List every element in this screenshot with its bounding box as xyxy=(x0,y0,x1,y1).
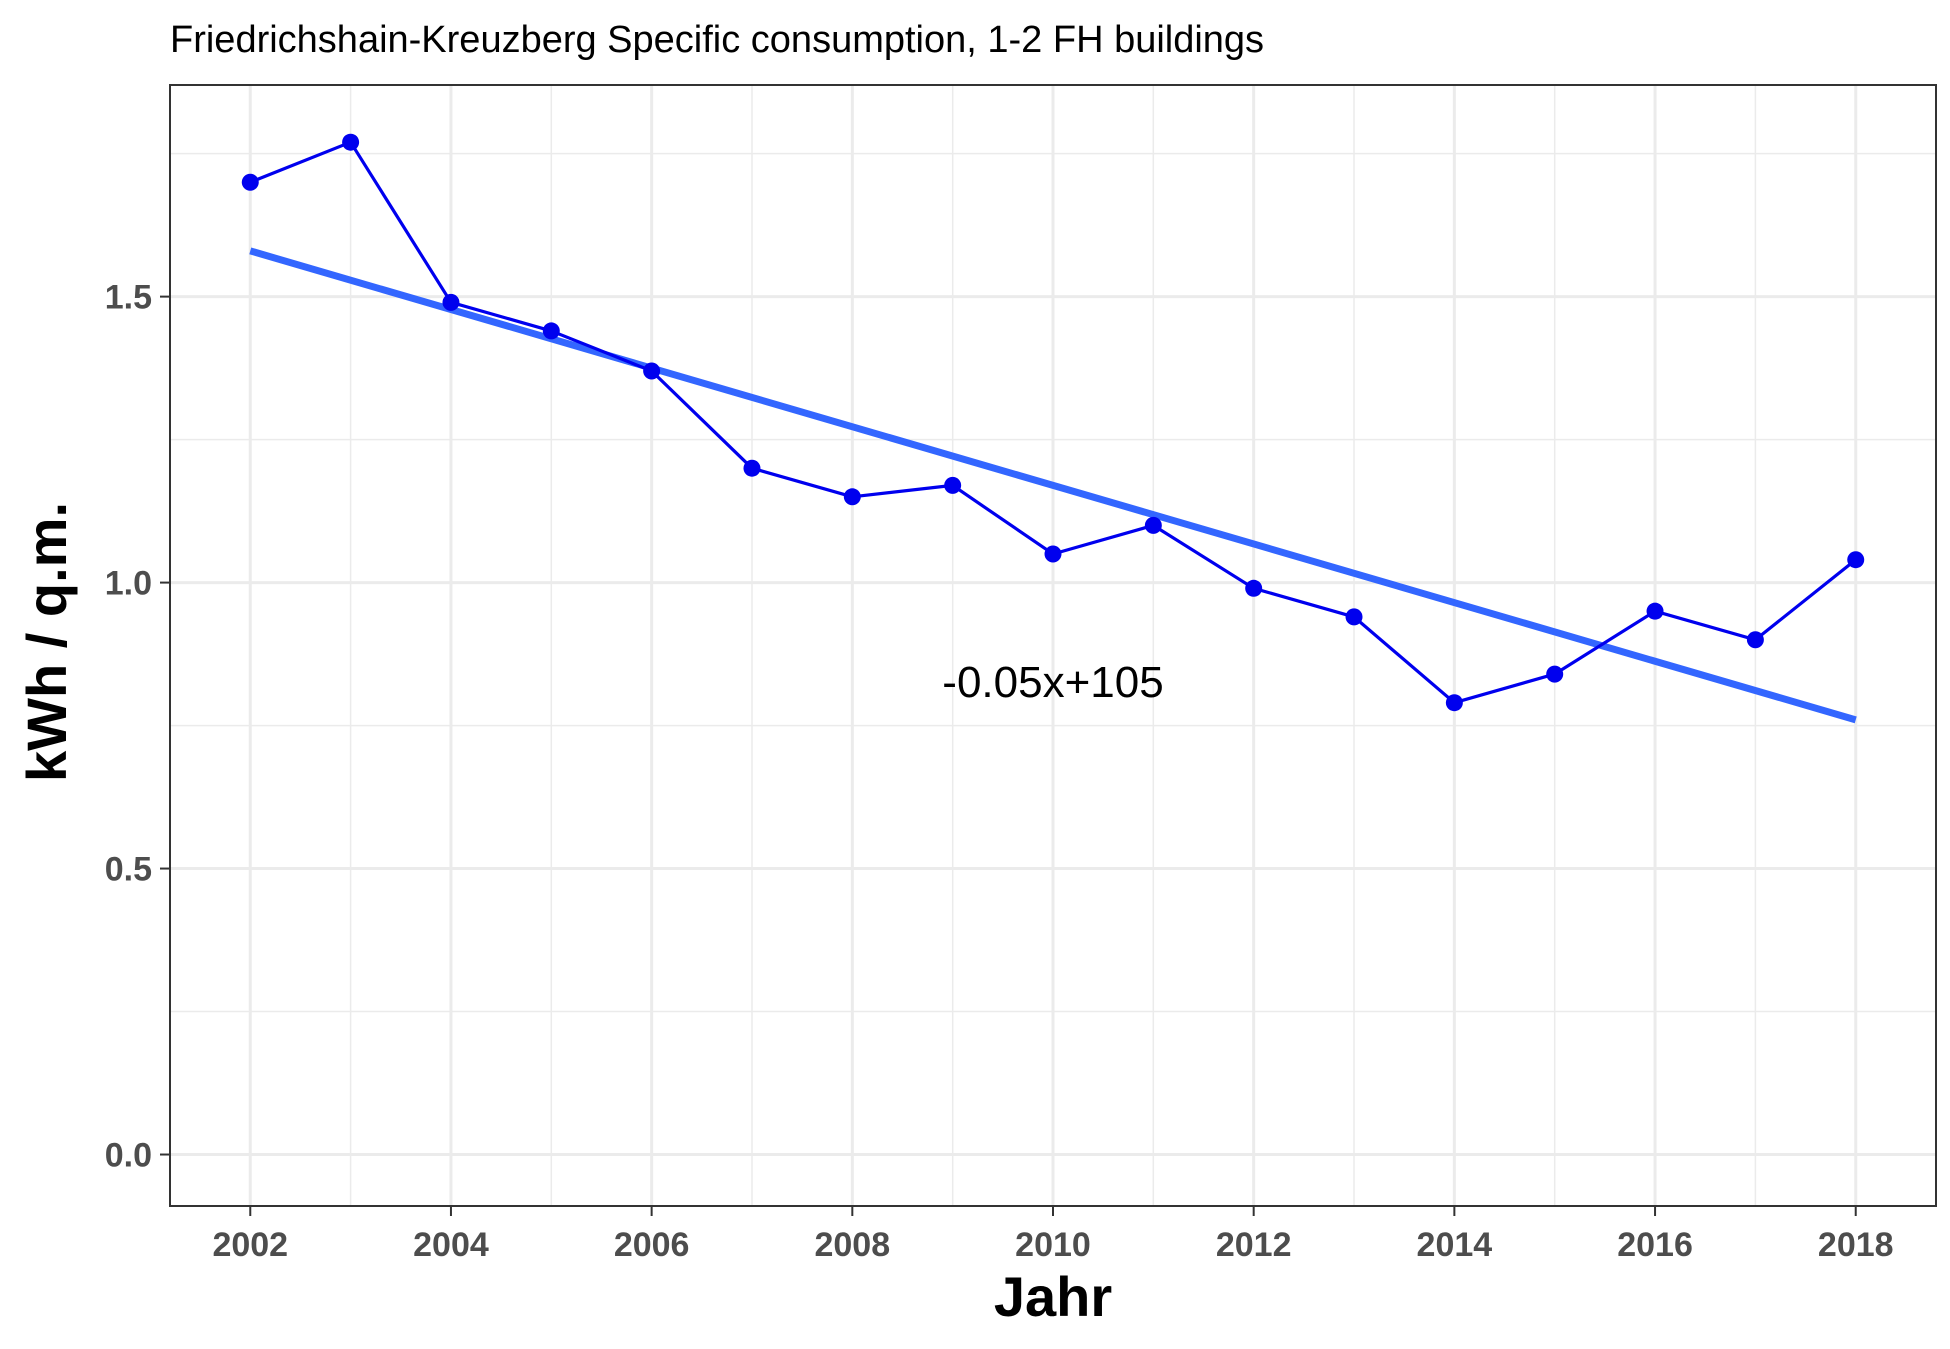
y-tick-label: 1.5 xyxy=(105,279,152,317)
data-point xyxy=(1345,608,1363,626)
data-point xyxy=(241,173,259,191)
x-tick-label: 2014 xyxy=(1417,1226,1493,1264)
y-tick-label: 1.0 xyxy=(105,565,152,603)
data-point xyxy=(1646,602,1664,620)
y-axis: 0.0 0.5 1.0 1.5 xyxy=(105,279,170,1175)
data-point xyxy=(542,322,560,340)
data-point xyxy=(1144,516,1162,534)
data-point xyxy=(1245,579,1263,597)
data-point xyxy=(1847,551,1865,569)
y-axis-title: kWh / q.m. xyxy=(15,502,78,782)
major-gridlines xyxy=(170,85,1936,1206)
series-group xyxy=(241,133,1865,712)
x-tick-label: 2012 xyxy=(1216,1226,1292,1264)
y-tick-label: 0.5 xyxy=(105,851,152,889)
trend-line-group xyxy=(249,247,1857,724)
data-point xyxy=(643,362,661,380)
trend-line xyxy=(249,247,1857,724)
x-axis: 2002 2004 2006 2008 2010 2012 2014 2016 2018 xyxy=(212,1206,1894,1264)
y-tick-label: 0.0 xyxy=(105,1137,152,1175)
x-tick-label: 2018 xyxy=(1818,1226,1894,1264)
x-tick-label: 2004 xyxy=(413,1226,489,1264)
x-tick-label: 2002 xyxy=(212,1226,288,1264)
x-tick-label: 2016 xyxy=(1617,1226,1693,1264)
data-point xyxy=(442,293,460,311)
regression-equation: -0.05x+105 xyxy=(942,658,1163,707)
x-axis-title: Jahr xyxy=(994,1265,1112,1328)
x-tick-label: 2006 xyxy=(614,1226,690,1264)
data-point xyxy=(944,476,962,494)
chart-title: Friedrichshain-Kreuzberg Specific consum… xyxy=(170,19,1264,61)
data-point xyxy=(1445,694,1463,712)
data-point xyxy=(743,459,761,477)
data-point xyxy=(843,488,861,506)
x-tick-label: 2008 xyxy=(814,1226,890,1264)
x-tick-label: 2010 xyxy=(1015,1226,1091,1264)
data-point xyxy=(1746,631,1764,649)
data-point xyxy=(1044,545,1062,563)
data-point xyxy=(342,133,360,151)
data-point xyxy=(1546,665,1564,683)
